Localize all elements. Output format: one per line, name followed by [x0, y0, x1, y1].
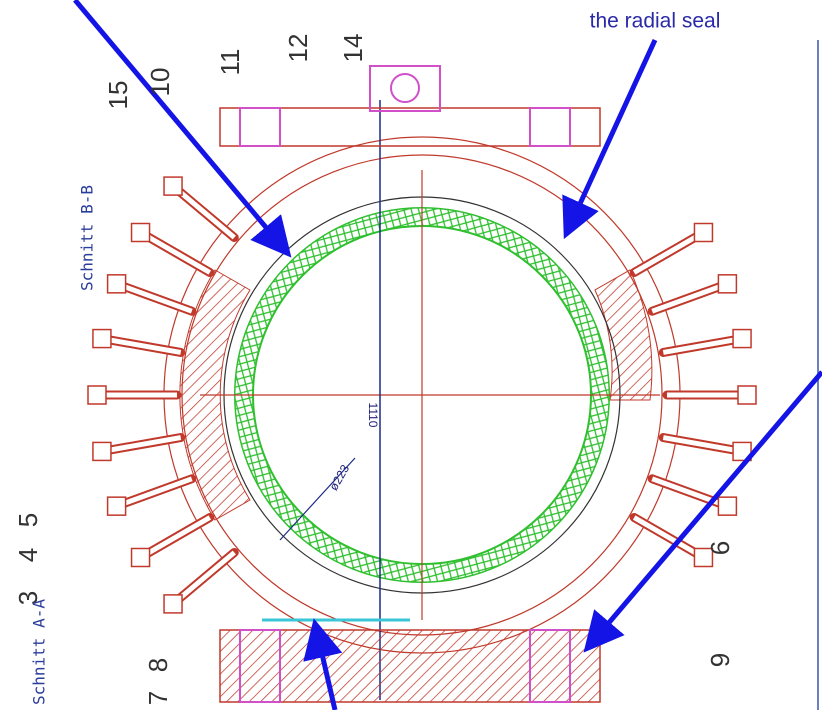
part-number: 5	[13, 513, 43, 527]
bolt-head	[108, 275, 126, 293]
bolt-head	[132, 224, 150, 242]
bolt-head	[108, 497, 126, 515]
bolt-head	[718, 275, 736, 293]
bolt-head	[164, 595, 182, 613]
part-number: 12	[283, 34, 313, 63]
part-number: 7	[143, 691, 173, 705]
annotation: the radial seal	[590, 10, 721, 33]
bolt-head	[164, 177, 182, 195]
bolt-head	[718, 497, 736, 515]
part-number: 14	[338, 34, 368, 63]
part-number: 9	[705, 653, 735, 667]
bolt-head	[694, 224, 712, 242]
bolt-head	[93, 330, 111, 348]
part-number: 11	[215, 49, 245, 76]
bolt-head	[88, 386, 106, 404]
part-number: 15	[103, 81, 133, 110]
bolt-head	[93, 442, 111, 460]
bolt-head	[738, 386, 756, 404]
dimension: 1110	[366, 403, 380, 428]
drawing: the radial seal 15101112145438769Schnitt…	[0, 0, 822, 710]
part-number: 8	[143, 658, 173, 672]
bolt-head	[132, 549, 150, 567]
section-label: Schnitt A-A	[30, 599, 49, 705]
part-number: 10	[145, 68, 175, 97]
part-number: 6	[705, 541, 735, 555]
part-number: 4	[13, 548, 43, 562]
section-label: Schnitt B-B	[78, 185, 97, 291]
bolt-head	[733, 330, 751, 348]
